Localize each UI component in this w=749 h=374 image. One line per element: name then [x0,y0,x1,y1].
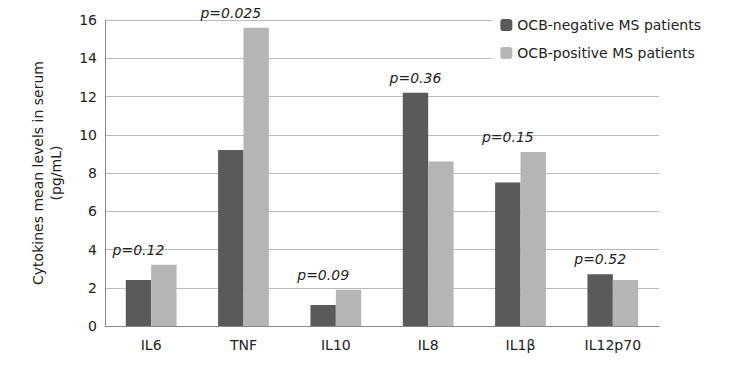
svg-text:p=0.025: p=0.025 [199,5,261,21]
svg-text:14: 14 [79,50,97,66]
svg-text:TNF: TNF [229,337,257,353]
svg-text:0: 0 [88,318,97,334]
svg-text:(pg/mL): (pg/mL) [48,146,64,201]
svg-text:p=0.52: p=0.52 [573,251,626,267]
svg-text:4: 4 [88,242,97,258]
svg-text:16: 16 [79,12,97,28]
svg-text:IL10: IL10 [321,337,351,353]
svg-text:Cytokines mean levels in serum: Cytokines mean levels in serum [30,61,46,285]
svg-text:p=0.12: p=0.12 [112,242,165,258]
svg-text:p=0.09: p=0.09 [296,267,349,283]
svg-text:6: 6 [88,203,97,219]
svg-text:12: 12 [79,89,97,105]
svg-text:10: 10 [79,127,97,143]
svg-text:IL1β: IL1β [506,337,536,353]
svg-text:IL6: IL6 [141,337,162,353]
svg-text:OCB-negative MS patients: OCB-negative MS patients [517,17,701,33]
svg-text:IL12p70: IL12p70 [585,337,641,353]
svg-text:8: 8 [88,165,97,181]
svg-text:p=0.15: p=0.15 [481,129,534,145]
svg-text:p=0.36: p=0.36 [389,70,442,86]
svg-text:2: 2 [88,280,97,296]
svg-text:IL8: IL8 [418,337,439,353]
svg-text:OCB-positive MS patients: OCB-positive MS patients [517,45,694,61]
